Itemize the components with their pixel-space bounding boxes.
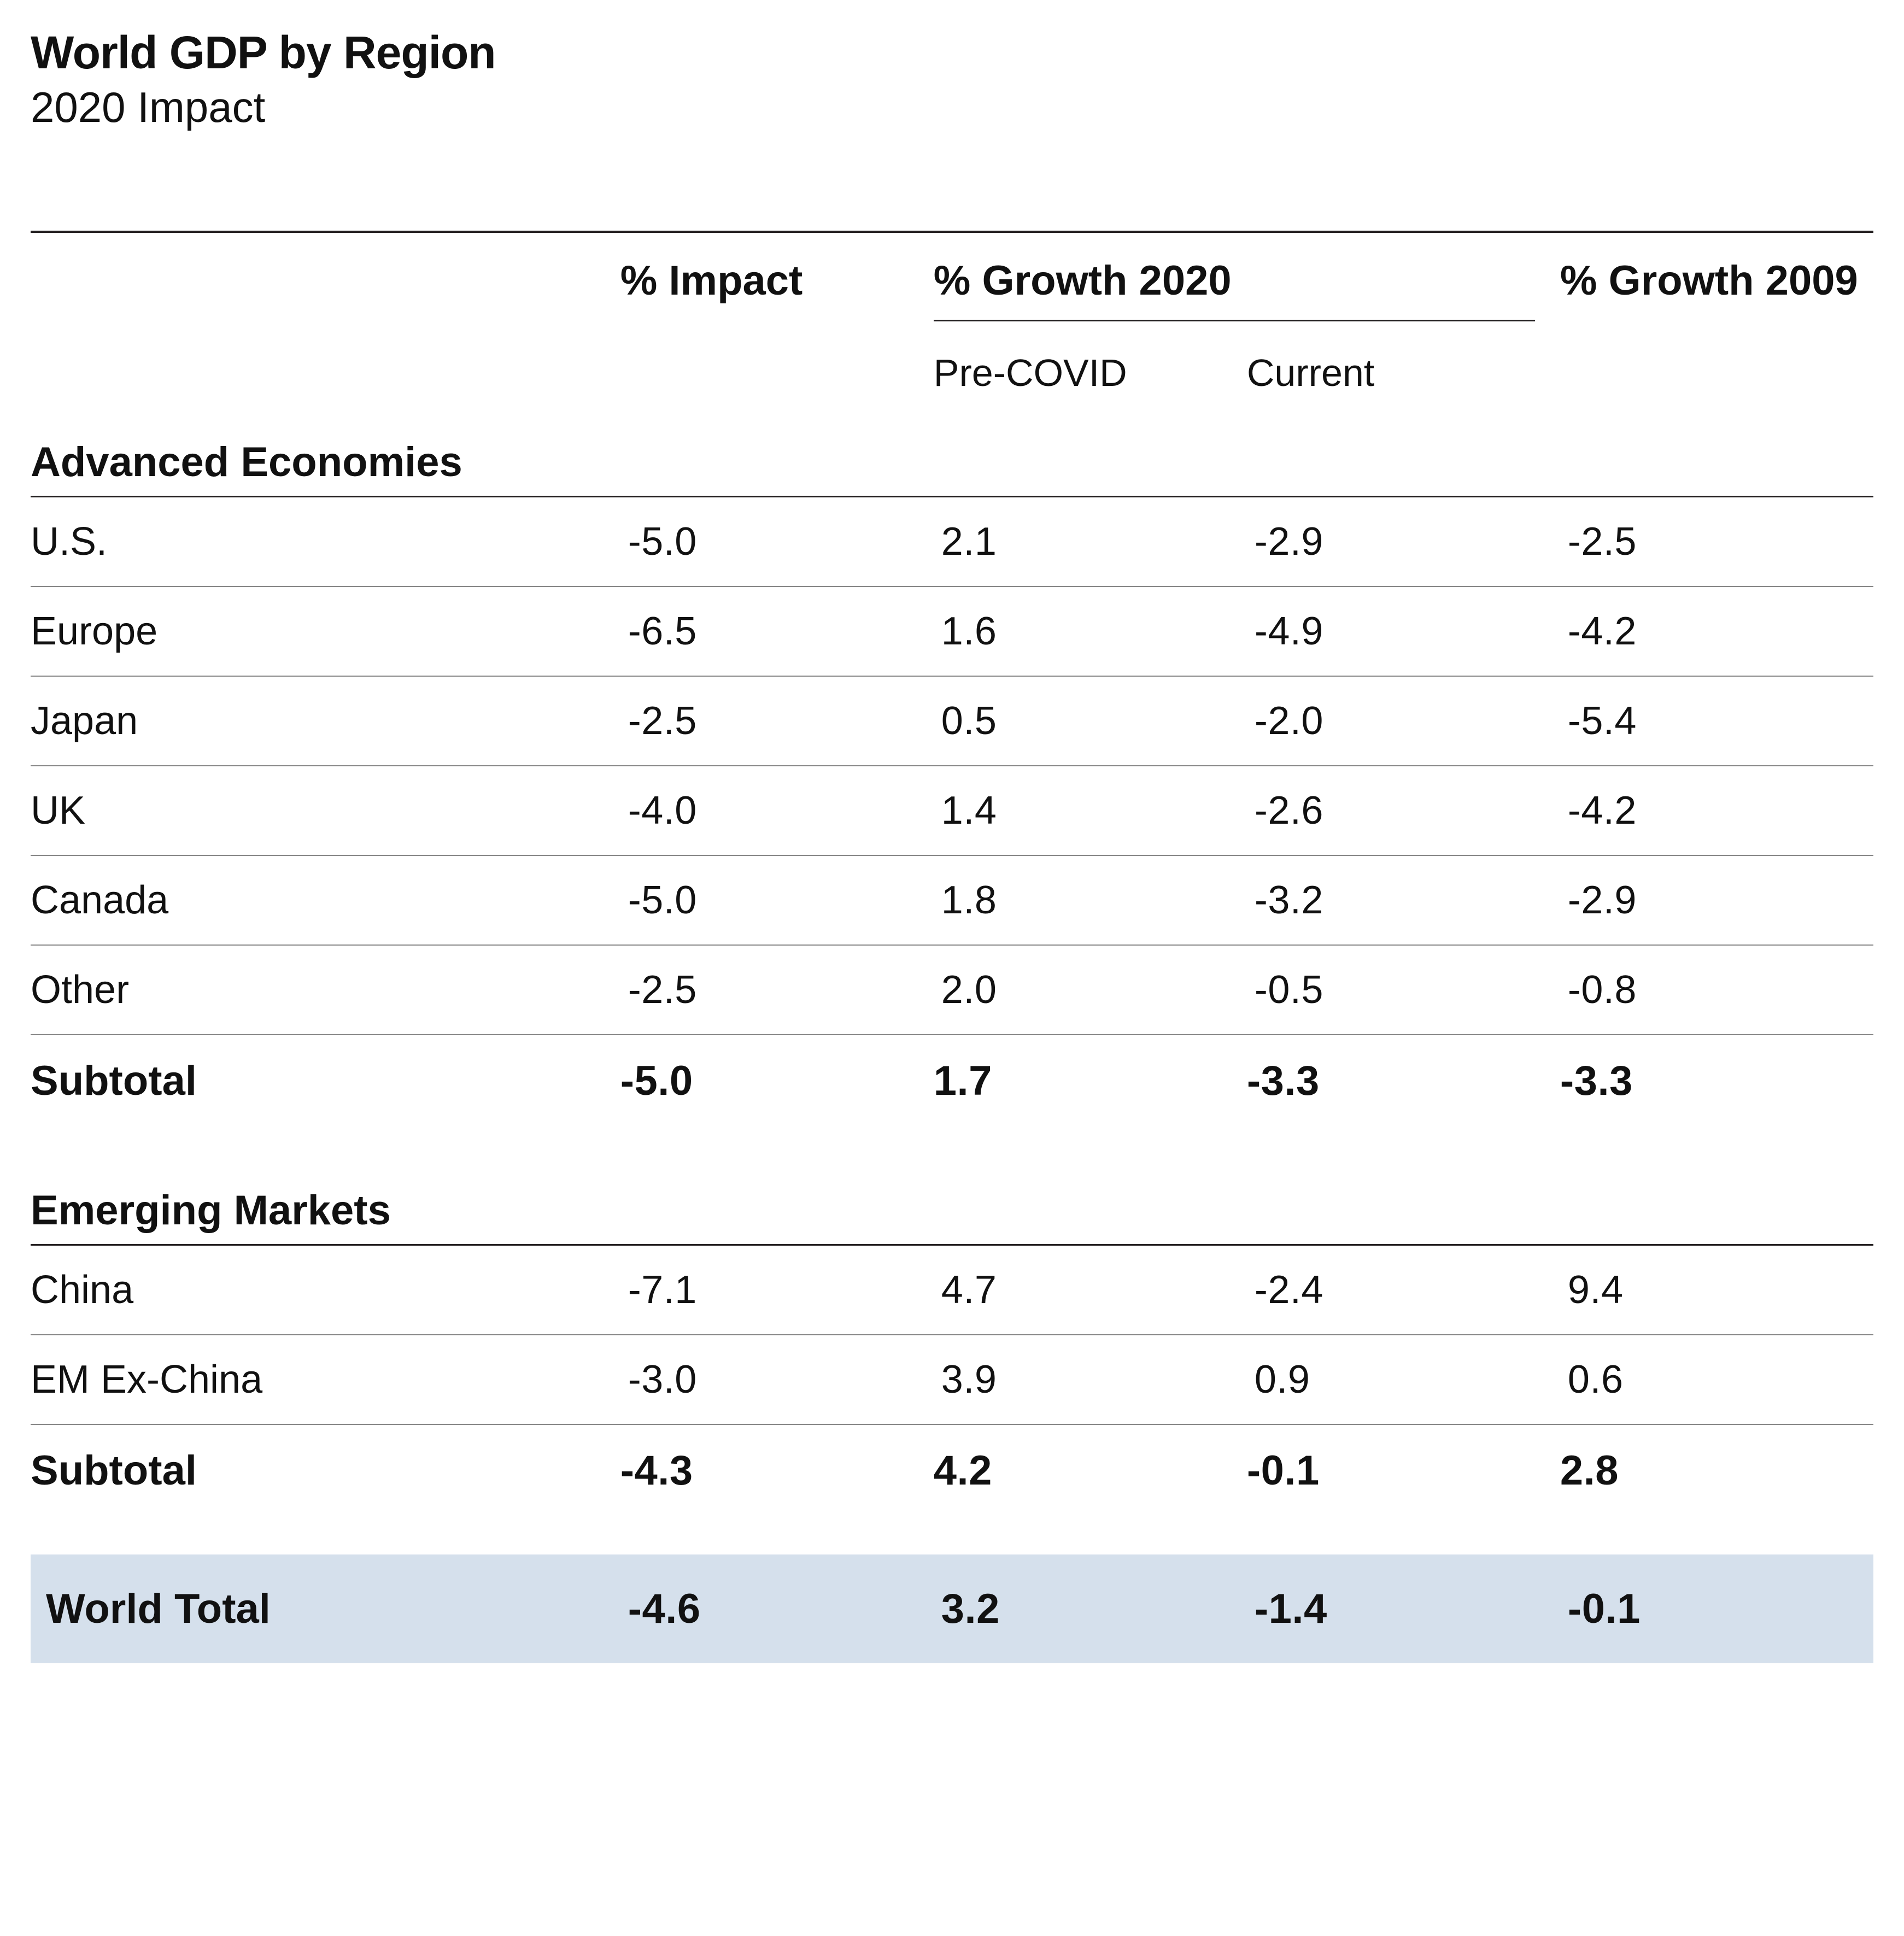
page-subtitle: 2020 Impact (31, 83, 1873, 132)
section-header-advanced-economies: Advanced Economies (31, 416, 1873, 497)
table-row: Europe-6.51.6-4.9-4.2 (31, 586, 1873, 676)
col-precovid-header: Pre-COVID (934, 351, 1247, 416)
subtotal-row-emerging: Subtotal-4.34.2-0.12.8 (31, 1424, 1873, 1516)
table-row: UK-4.01.4-2.6-4.2 (31, 766, 1873, 855)
section-header-emerging-markets: Emerging Markets (31, 1187, 1873, 1245)
growth2020-subrule (934, 320, 1535, 321)
table-row: Canada-5.01.8-3.2-2.9 (31, 855, 1873, 945)
table-row: Japan-2.50.5-2.0-5.4 (31, 676, 1873, 766)
page-title: World GDP by Region (31, 26, 1873, 79)
table-row: EM Ex-China-3.03.90.90.6 (31, 1335, 1873, 1424)
col-impact-header: % Impact (620, 233, 934, 351)
world-total-row: World Total -4.6 3.2 -1.4 -0.1 (31, 1554, 1873, 1663)
subtotal-row-advanced: Subtotal-5.01.7-3.3-3.3 (31, 1035, 1873, 1127)
table-row: U.S.-5.02.1-2.9-2.5 (31, 497, 1873, 587)
table-row: Other-2.52.0-0.5-0.8 (31, 945, 1873, 1035)
table-row: China-7.14.7-2.49.4 (31, 1245, 1873, 1335)
table-header-row-1: % Impact % Growth 2020 % Growth 2009 (31, 233, 1873, 351)
col-growth2009-header: % Growth 2009 (1560, 233, 1873, 351)
gdp-table: % Impact % Growth 2020 % Growth 2009 Pre… (31, 231, 1873, 1663)
col-growth2020-header: % Growth 2020 (934, 257, 1560, 304)
table-header-row-2: Pre-COVID Current (31, 351, 1873, 416)
col-current-header: Current (1247, 351, 1560, 416)
